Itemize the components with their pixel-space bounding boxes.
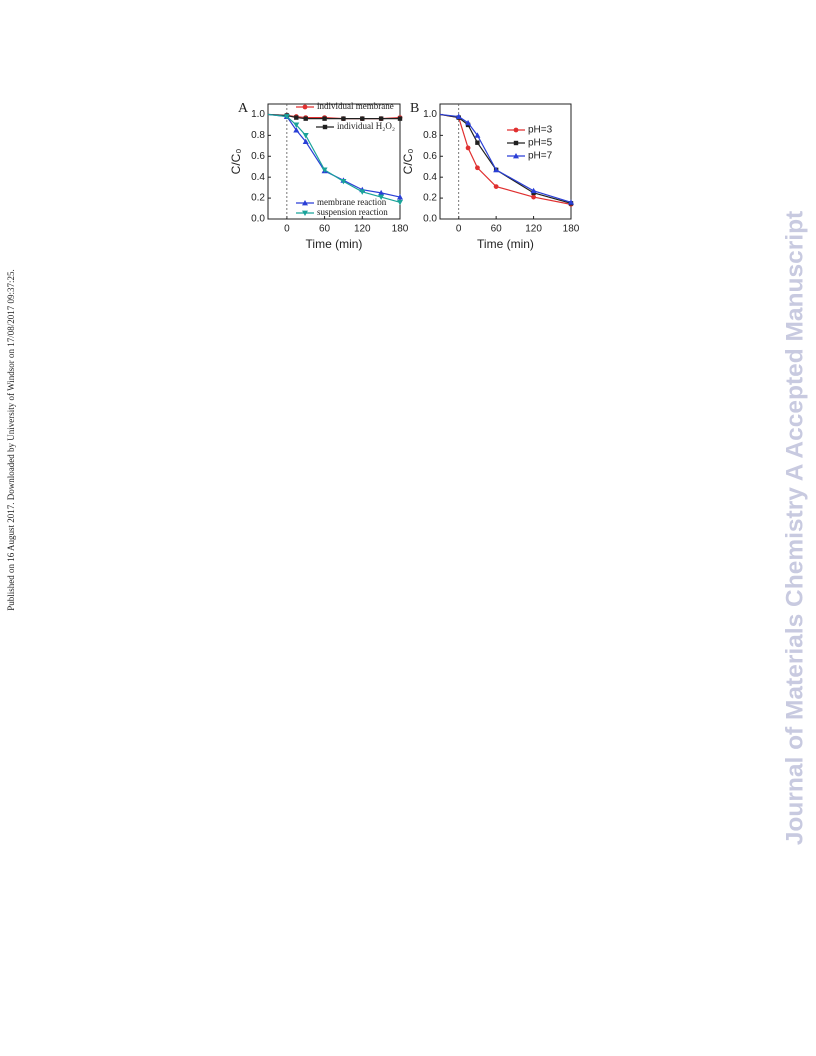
legend-label: individual H₂O₂ (337, 121, 395, 131)
y-tick-label: 0.2 (423, 193, 437, 204)
data-point (397, 194, 403, 200)
data-point (465, 145, 471, 151)
x-tick-label: 60 (319, 224, 331, 235)
data-point (513, 127, 519, 133)
data-point (302, 200, 308, 206)
x-tick-label: 0 (456, 224, 462, 235)
data-point (302, 132, 309, 139)
y-axis-title: C/C₀ (401, 149, 415, 175)
data-point (340, 178, 347, 185)
data-point (474, 132, 481, 138)
data-point (568, 199, 574, 205)
data-point (475, 140, 480, 145)
panel-label: A (238, 101, 249, 116)
y-tick-label: 0.0 (251, 214, 265, 225)
data-point (322, 124, 328, 130)
data-point (378, 116, 384, 121)
side-note: Published on 16 August 2017. Downloaded … (6, 269, 16, 610)
y-tick-label: 0.6 (251, 151, 265, 162)
data-point (302, 104, 308, 110)
y-tick-label: 0.8 (251, 130, 265, 141)
legend-label: pH=3 (528, 125, 553, 136)
legend-label: pH=7 (528, 151, 553, 162)
data-point (475, 165, 480, 171)
data-point (303, 116, 308, 121)
data-point (321, 167, 328, 173)
x-tick-label: 120 (354, 224, 371, 235)
data-point (302, 138, 309, 145)
legend-label: suspension reaction (317, 207, 388, 217)
panel-label: B (410, 101, 419, 116)
y-tick-label: 0.4 (251, 172, 265, 183)
legend-label: individual membrane (317, 101, 394, 111)
watermark: Journal of Materials Chemistry A Accepte… (781, 211, 808, 845)
data-point (294, 115, 299, 120)
x-axis-title: Time (min) (477, 237, 534, 251)
data-point (493, 184, 499, 189)
data-point (397, 116, 403, 121)
y-tick-label: 1.0 (251, 109, 265, 120)
x-tick-label: 180 (563, 224, 580, 235)
data-point (359, 189, 366, 195)
y-axis-title: C/C₀ (229, 149, 243, 175)
data-point (378, 189, 385, 196)
plot-frame (267, 103, 401, 220)
data-point (341, 116, 346, 121)
y-tick-label: 0.4 (423, 172, 437, 183)
data-point (513, 140, 519, 146)
x-axis-title: Time (min) (306, 237, 363, 251)
plot-frame (439, 103, 572, 220)
y-tick-label: 0.8 (423, 130, 437, 141)
data-point (513, 153, 519, 159)
data-point (455, 113, 462, 119)
data-point (293, 122, 300, 128)
data-point (302, 210, 308, 216)
data-point (322, 116, 327, 121)
data-point (378, 194, 385, 201)
y-tick-label: 0.2 (251, 193, 265, 204)
y-tick-label: 1.0 (423, 109, 437, 120)
x-tick-label: 0 (284, 224, 290, 235)
legend-label: membrane reaction (317, 197, 387, 207)
data-point (397, 199, 403, 206)
data-point (283, 114, 290, 120)
x-tick-label: 60 (491, 224, 503, 235)
x-tick-label: 180 (392, 224, 409, 235)
y-tick-label: 0.0 (423, 214, 437, 225)
data-point (293, 127, 300, 133)
data-point (531, 194, 536, 200)
x-tick-label: 120 (525, 224, 542, 235)
data-point (493, 166, 500, 173)
data-point (465, 119, 472, 126)
legend-label: pH=5 (528, 138, 553, 149)
data-point (360, 116, 365, 121)
y-tick-label: 0.6 (423, 151, 437, 162)
data-point (530, 187, 537, 194)
